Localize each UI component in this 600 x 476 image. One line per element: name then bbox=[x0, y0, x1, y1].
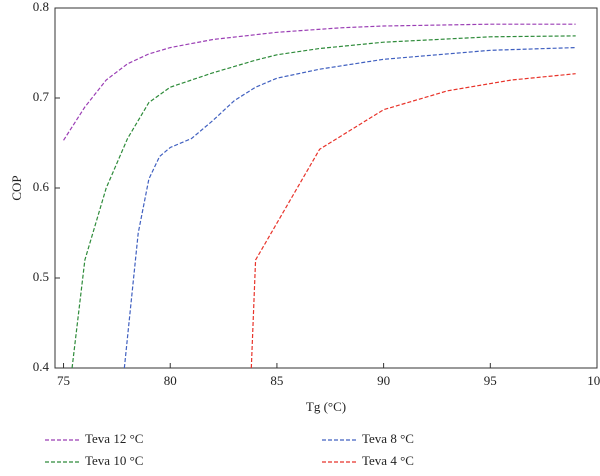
x-tick-label: 75 bbox=[57, 373, 70, 388]
y-tick-label: 0.5 bbox=[33, 269, 49, 284]
legend-label: Teva 10 °C bbox=[85, 453, 143, 468]
y-axis-label: COP bbox=[9, 175, 24, 200]
legend-label: Teva 12 °C bbox=[85, 431, 143, 446]
x-tick-label: 100 bbox=[587, 373, 600, 388]
plot-frame bbox=[54, 7, 598, 369]
x-tick-label: 95 bbox=[484, 373, 497, 388]
series-line bbox=[250, 73, 576, 369]
x-tick-label: 90 bbox=[377, 373, 390, 388]
legend-label: Teva 8 °C bbox=[362, 431, 414, 446]
y-tick-label: 0.8 bbox=[33, 0, 49, 14]
series-line bbox=[71, 35, 576, 369]
y-tick-label: 0.7 bbox=[33, 89, 50, 104]
legend-label: Teva 4 °C bbox=[362, 453, 414, 468]
x-tick-label: 80 bbox=[164, 373, 177, 388]
series-line bbox=[63, 23, 576, 141]
y-tick-label: 0.4 bbox=[33, 359, 50, 374]
series-line bbox=[123, 47, 576, 369]
x-axis-label: Tg (°C) bbox=[306, 399, 346, 414]
x-tick-label: 85 bbox=[270, 373, 283, 388]
y-tick-label: 0.6 bbox=[33, 179, 50, 194]
